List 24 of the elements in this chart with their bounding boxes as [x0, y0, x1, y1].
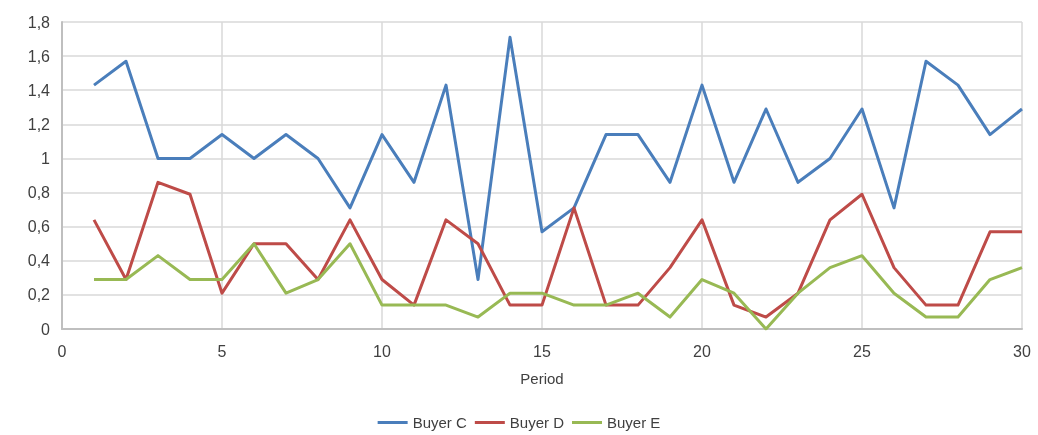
- y-tick-label: 1,6: [27, 47, 51, 65]
- x-tick-label: 10: [373, 342, 391, 360]
- x-tick-label: 0: [57, 342, 67, 360]
- y-tick-label: 1,2: [27, 115, 51, 133]
- line-series: [92, 242, 1024, 331]
- x-tick-label: 5: [217, 342, 227, 360]
- x-tick-label: 15: [533, 342, 551, 360]
- legend-label: Buyer D: [509, 414, 565, 431]
- y-tick-label: 0,4: [27, 252, 51, 270]
- y-tick-label: 1,4: [27, 81, 51, 99]
- x-tick-label: 25: [853, 342, 871, 360]
- x-axis-title: Period: [520, 370, 564, 387]
- legend-label: Buyer E: [607, 414, 661, 431]
- y-tick-label: 0,2: [27, 286, 51, 304]
- line-series: [92, 180, 1024, 319]
- y-tick-label: 1,8: [27, 13, 51, 31]
- legend-label: Buyer C: [412, 414, 467, 431]
- y-tick-label: 0,8: [27, 184, 51, 202]
- x-tick-label: 20: [693, 342, 711, 360]
- x-tick-label: 30: [1013, 342, 1031, 360]
- y-tick-label: 0,6: [27, 218, 51, 236]
- y-tick-label: 1: [41, 149, 51, 167]
- line-series: [92, 35, 1024, 282]
- y-tick-label: 0: [41, 320, 51, 338]
